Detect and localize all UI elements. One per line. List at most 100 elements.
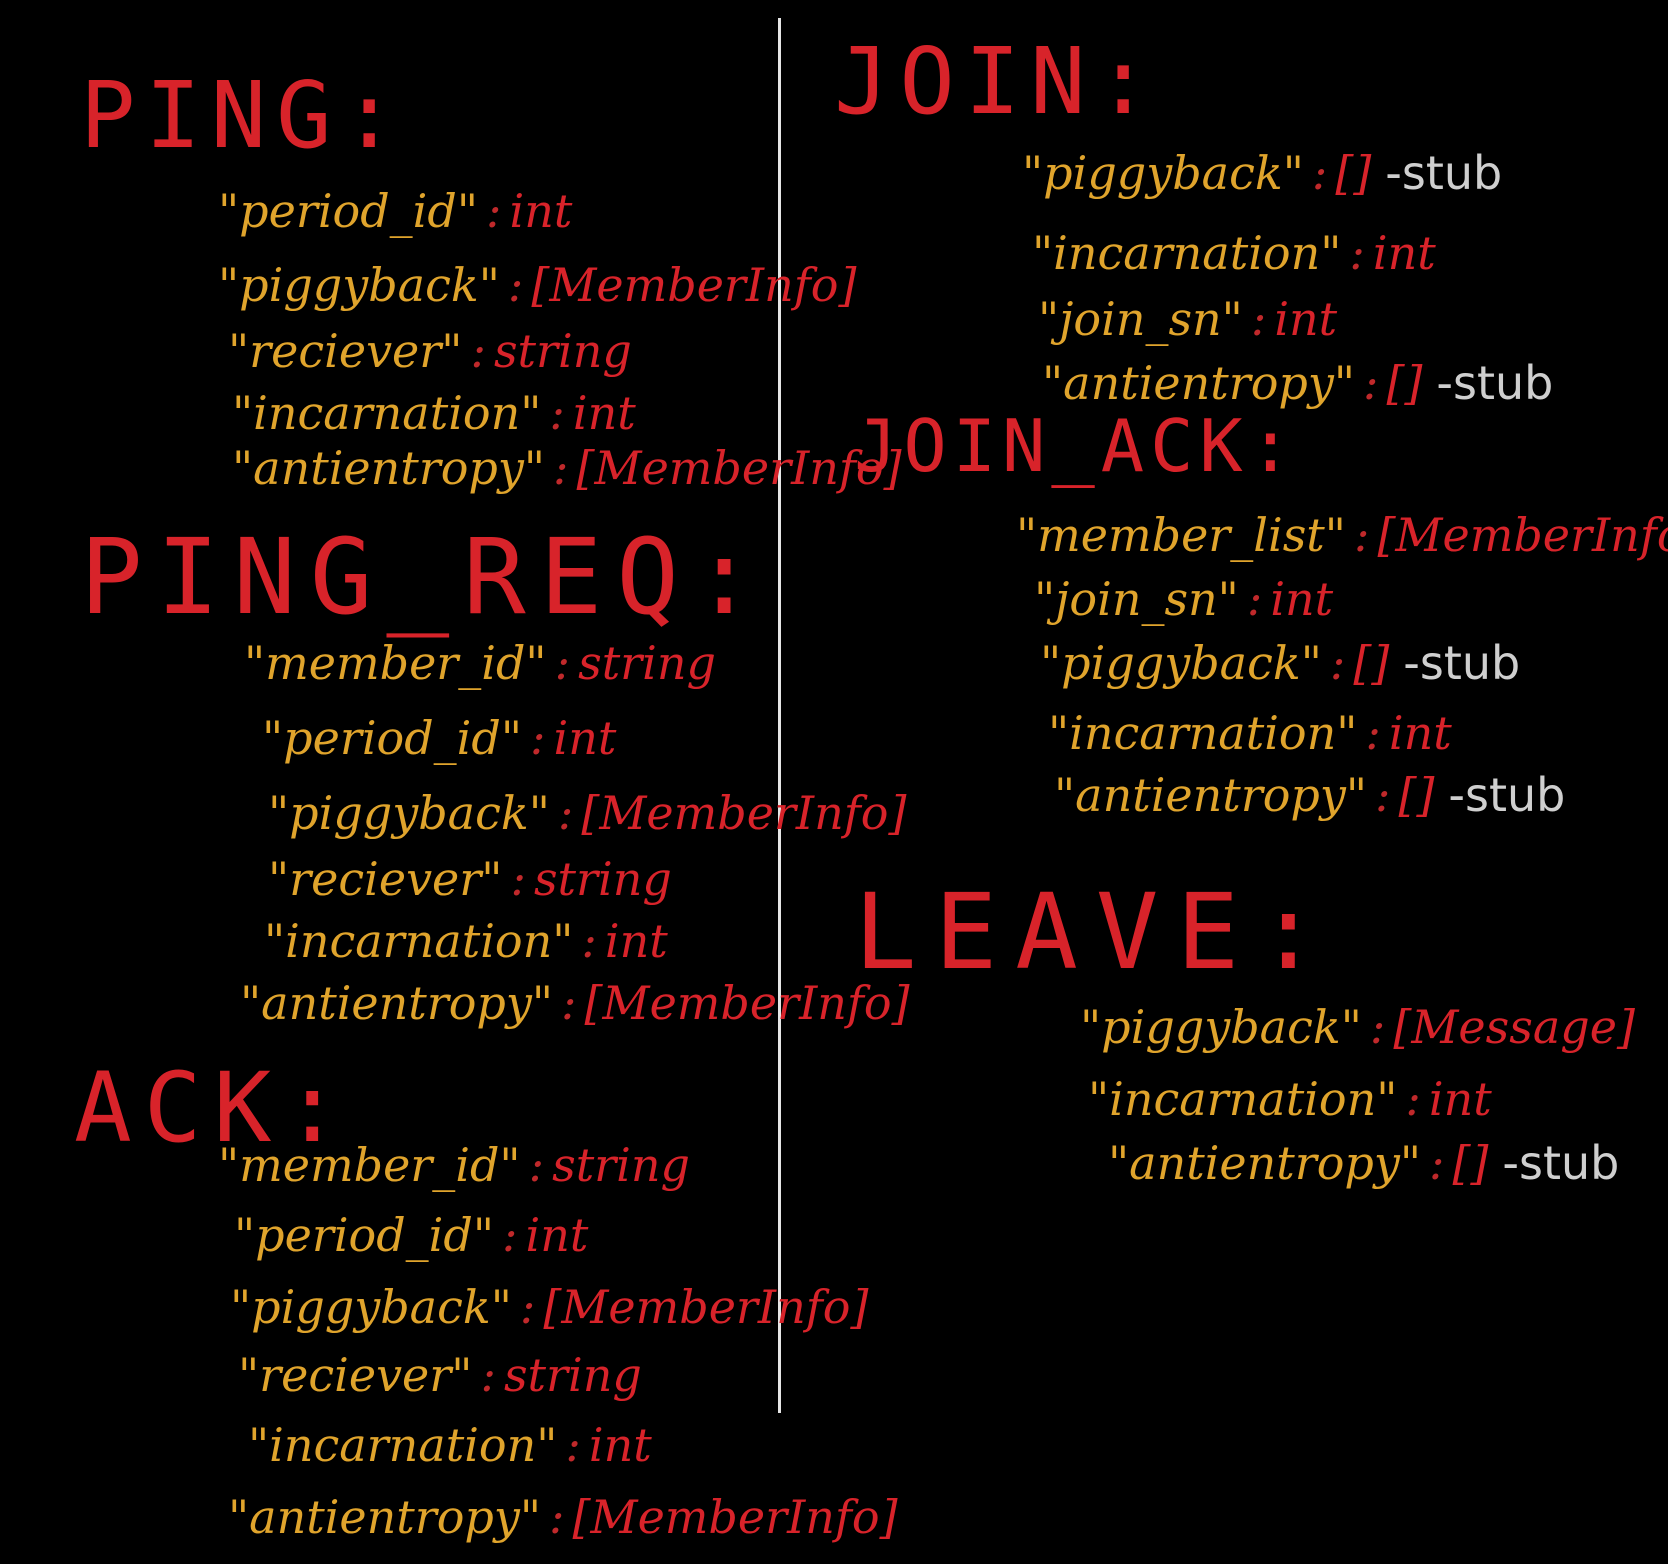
- field-key: "incarnation": [1032, 226, 1342, 280]
- field-separator: :: [1353, 508, 1370, 562]
- field-note: -stub: [1385, 146, 1503, 200]
- field-key: "period_id": [218, 184, 478, 238]
- field-separator: :: [549, 386, 565, 440]
- field-separator: :: [1311, 146, 1328, 200]
- field-type: [MemberInfo]: [581, 786, 907, 840]
- field-note: -stub: [1448, 768, 1566, 822]
- field-key: "join_sn": [1034, 572, 1239, 626]
- field-row: "reciever": string: [238, 1352, 642, 1398]
- ping-section: PING:: [80, 70, 407, 162]
- field-separator: :: [1369, 1000, 1386, 1054]
- field-type: []: [1335, 146, 1372, 200]
- field-type: [Message]: [1393, 1000, 1635, 1054]
- field-type: int: [604, 914, 668, 968]
- field-row: "join_sn": int: [1034, 576, 1333, 622]
- field-row: "piggyback":[] -stub: [1022, 150, 1502, 196]
- field-key: "antientropy": [1054, 768, 1368, 822]
- ping-req-section: PING_REQ:: [80, 525, 770, 629]
- field-row: "incarnation": int: [232, 390, 636, 436]
- field-type: int: [1388, 706, 1452, 760]
- field-type: int: [1428, 1072, 1492, 1126]
- field-type: int: [525, 1208, 589, 1262]
- section-title: PING_REQ:: [80, 516, 770, 638]
- ack-section: ACK:: [74, 1060, 353, 1156]
- field-key: "piggyback": [1022, 146, 1304, 200]
- field-key: "incarnation": [248, 1418, 558, 1472]
- field-key: "period_id": [262, 711, 522, 765]
- field-type: [MemberInfo]: [576, 441, 902, 495]
- section-title: ACK:: [74, 1052, 354, 1164]
- field-row: "piggyback": [Message]: [1080, 1004, 1635, 1050]
- field-key: "antientropy": [240, 976, 554, 1030]
- field-row: "member_list":[MemberInfo]: [1016, 512, 1668, 558]
- field-row: "period_id": int: [234, 1212, 588, 1258]
- field-separator: :: [1429, 1136, 1445, 1190]
- field-key: "reciever": [238, 1348, 473, 1402]
- field-type: string: [533, 852, 672, 906]
- field-note: -stub: [1436, 356, 1554, 410]
- field-type: [MemberInfo]: [572, 1490, 898, 1544]
- field-separator: :: [528, 1138, 545, 1192]
- field-row: "antientropy":[] -stub: [1054, 772, 1565, 818]
- field-type: []: [1386, 356, 1423, 410]
- section-title: JOIN_ACK:: [854, 404, 1299, 488]
- field-separator: :: [1246, 572, 1263, 626]
- field-key: "join_sn": [1038, 292, 1243, 346]
- field-row: "member_id": string: [218, 1142, 690, 1188]
- field-separator: :: [470, 324, 486, 378]
- field-row: "reciever": string: [268, 856, 672, 902]
- section-title: LEAVE:: [854, 871, 1338, 993]
- field-separator: :: [1405, 1072, 1421, 1126]
- field-separator: :: [502, 1208, 518, 1262]
- vertical-divider: [778, 18, 781, 1413]
- field-separator: :: [1349, 226, 1365, 280]
- field-note: -stub: [1502, 1136, 1620, 1190]
- field-row: "antientropy": [MemberInfo]: [228, 1494, 898, 1540]
- field-type: [MemberInfo]: [531, 258, 857, 312]
- field-key: "incarnation": [1048, 706, 1358, 760]
- field-row: "member_id": string: [244, 640, 716, 686]
- field-key: "antientropy": [1042, 356, 1356, 410]
- field-type: int: [1274, 292, 1338, 346]
- field-type: [MemberInfo]: [584, 976, 910, 1030]
- field-separator: :: [480, 1348, 496, 1402]
- field-type: []: [1452, 1136, 1489, 1190]
- field-row: "reciever": string: [228, 328, 632, 374]
- field-separator: :: [530, 711, 546, 765]
- section-title: JOIN:: [834, 28, 1161, 135]
- field-key: "reciever": [268, 852, 503, 906]
- field-type: [MemberInfo]: [543, 1280, 869, 1334]
- field-row: "join_sn": int: [1038, 296, 1337, 342]
- field-separator: :: [1329, 636, 1346, 690]
- field-separator: :: [1250, 292, 1267, 346]
- field-separator: :: [565, 1418, 581, 1472]
- field-key: "reciever": [228, 324, 463, 378]
- field-type: []: [1353, 636, 1390, 690]
- field-type: int: [1270, 572, 1334, 626]
- field-row: "period_id": int: [218, 188, 572, 234]
- field-type: int: [572, 386, 636, 440]
- field-key: "antientropy": [228, 1490, 542, 1544]
- field-separator: :: [507, 258, 524, 312]
- field-type: string: [503, 1348, 642, 1402]
- field-row: "piggyback": [MemberInfo]: [268, 790, 906, 836]
- field-key: "piggyback": [268, 786, 550, 840]
- field-separator: :: [1363, 356, 1379, 410]
- field-type: string: [578, 636, 716, 690]
- field-key: "member_list": [1016, 508, 1346, 562]
- join-section: JOIN:: [834, 36, 1161, 128]
- field-key: "incarnation": [1088, 1072, 1398, 1126]
- field-row: "antientropy":[] -stub: [1108, 1140, 1619, 1186]
- field-separator: :: [581, 914, 597, 968]
- field-separator: :: [1375, 768, 1391, 822]
- field-row: "incarnation": int: [1032, 230, 1436, 276]
- field-key: "incarnation": [232, 386, 542, 440]
- field-row: "piggyback":[] -stub: [1040, 640, 1520, 686]
- field-key: "piggyback": [218, 258, 500, 312]
- field-type: [MemberInfo]: [1377, 508, 1668, 562]
- field-key: "period_id": [234, 1208, 494, 1262]
- field-row: "antientropy":[] -stub: [1042, 360, 1553, 406]
- field-key: "incarnation": [264, 914, 574, 968]
- leave-section: LEAVE:: [854, 880, 1338, 984]
